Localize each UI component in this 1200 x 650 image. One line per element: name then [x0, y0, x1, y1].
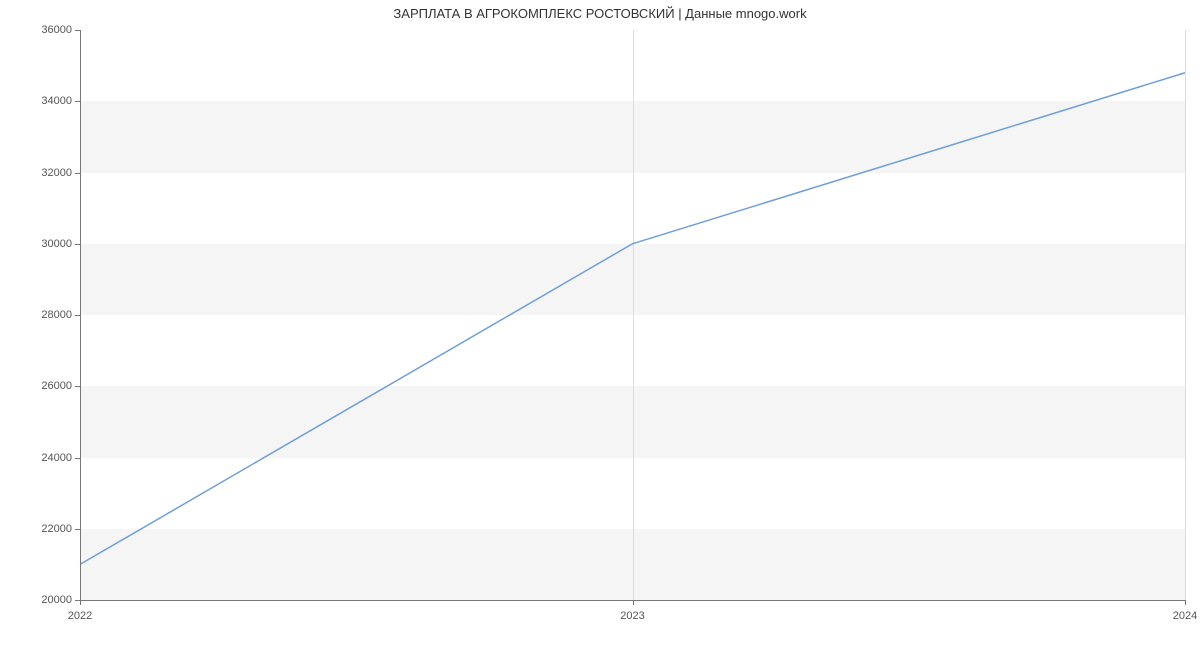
series-line-salary — [80, 73, 1185, 565]
y-tick-label: 26000 — [30, 380, 72, 392]
y-axis-line — [80, 30, 81, 600]
y-tick-mark — [75, 315, 80, 316]
y-tick-mark — [75, 386, 80, 387]
salary-line-chart: ЗАРПЛАТА В АГРОКОМПЛЕКС РОСТОВСКИЙ | Дан… — [0, 0, 1200, 650]
chart-title: ЗАРПЛАТА В АГРОКОМПЛЕКС РОСТОВСКИЙ | Дан… — [0, 6, 1200, 21]
x-tick-label: 2024 — [1173, 610, 1197, 622]
y-tick-label: 28000 — [30, 309, 72, 321]
y-tick-mark — [75, 173, 80, 174]
y-tick-label: 22000 — [30, 523, 72, 535]
grid-vertical — [1185, 30, 1186, 600]
y-tick-mark — [75, 30, 80, 31]
y-tick-label: 30000 — [30, 238, 72, 250]
y-tick-mark — [75, 458, 80, 459]
x-tick-mark — [633, 600, 634, 605]
y-tick-mark — [75, 101, 80, 102]
x-tick-label: 2022 — [68, 610, 92, 622]
plot-area: 2000022000240002600028000300003200034000… — [80, 30, 1185, 600]
line-layer — [80, 30, 1185, 600]
y-tick-label: 36000 — [30, 24, 72, 36]
y-tick-mark — [75, 529, 80, 530]
y-tick-label: 20000 — [30, 594, 72, 606]
x-tick-mark — [80, 600, 81, 605]
y-tick-label: 34000 — [30, 95, 72, 107]
x-tick-label: 2023 — [620, 610, 644, 622]
y-tick-label: 24000 — [30, 452, 72, 464]
x-tick-mark — [1185, 600, 1186, 605]
y-tick-mark — [75, 244, 80, 245]
y-tick-label: 32000 — [30, 167, 72, 179]
